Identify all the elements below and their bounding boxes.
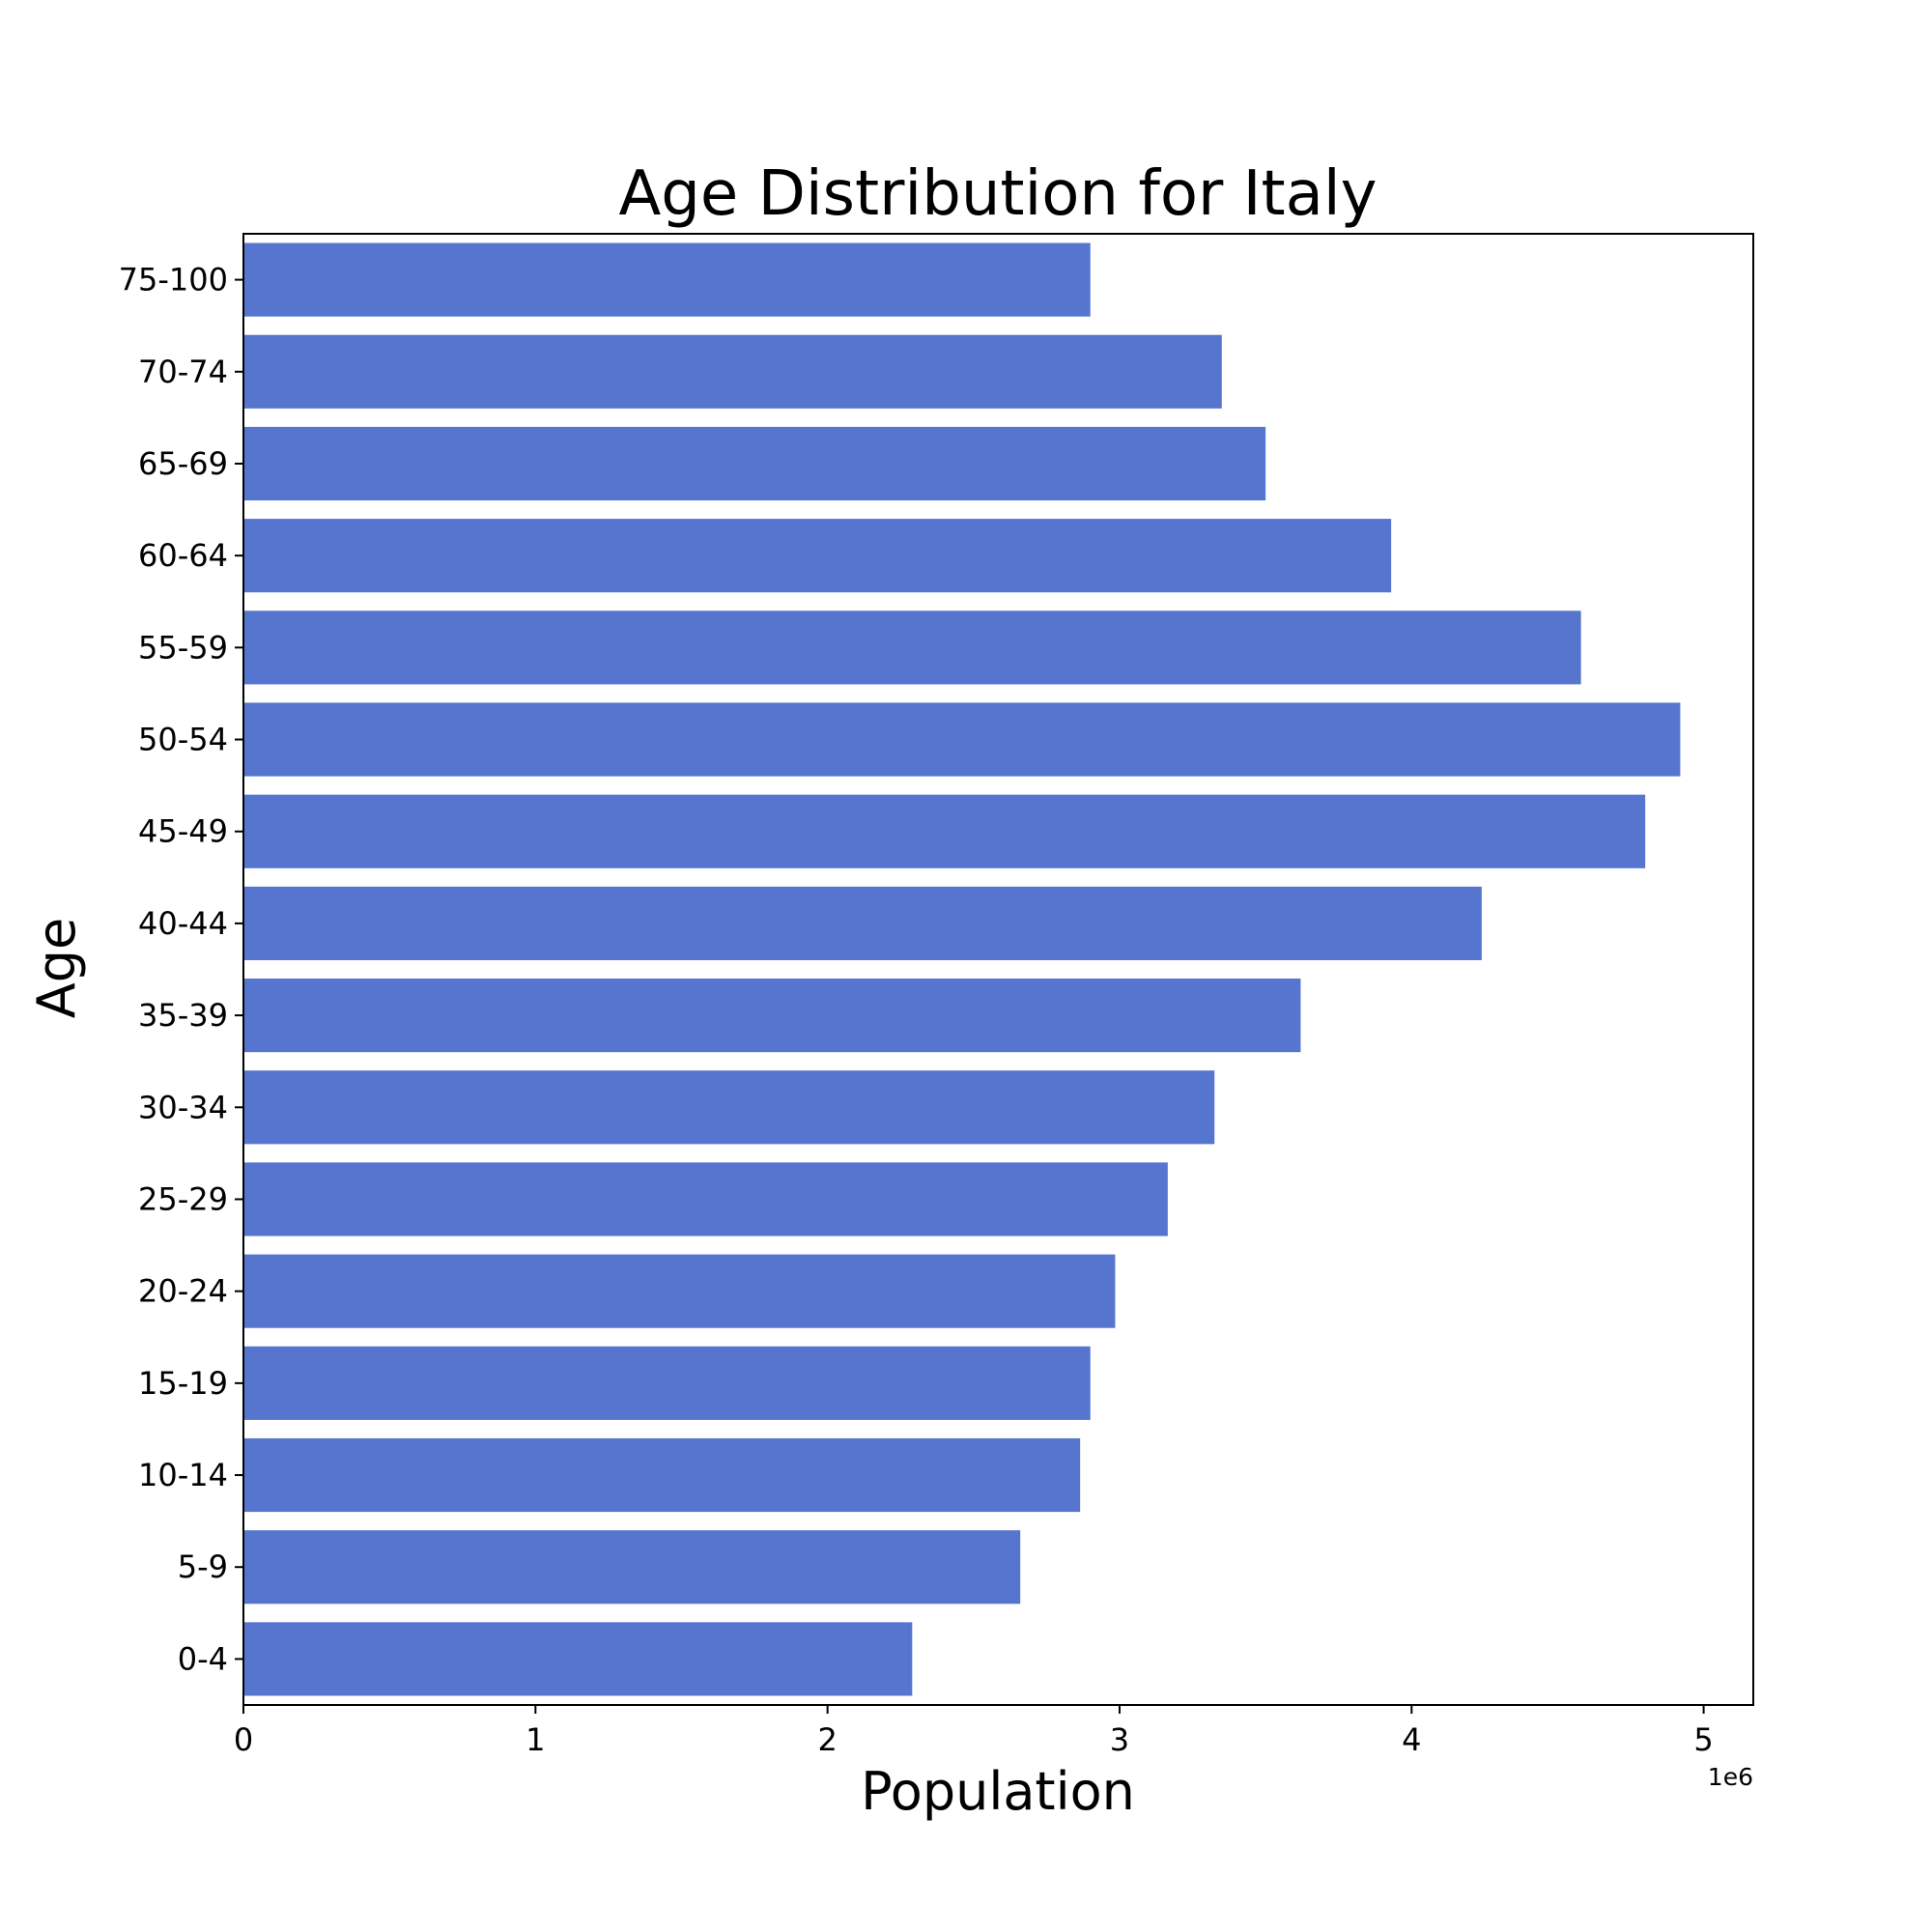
y-tick-label-25-29: 25-29 [138, 1180, 228, 1217]
bar-45-49 [243, 794, 1646, 868]
bar-75-100 [243, 242, 1091, 317]
bar-5-9 [243, 1530, 1021, 1605]
y-axis: 0-4 5-9 10-14 15-19 20-24 25-29 30-34 35-39 40-4… [119, 262, 243, 1677]
x-tick-label-0: 0 [234, 1721, 253, 1758]
y-tick-label-45-49: 45-49 [138, 813, 228, 850]
bar-55-59 [243, 611, 1581, 685]
y-tick-label-15-19: 15-19 [138, 1365, 228, 1402]
y-tick-label-55-59: 55-59 [138, 629, 228, 666]
y-tick-label-0-4: 0-4 [178, 1640, 228, 1677]
x-tick-label-1: 1 [526, 1721, 545, 1758]
y-tick-label-30-34: 30-34 [138, 1089, 228, 1125]
y-tick-label-60-64: 60-64 [138, 537, 228, 574]
bar-15-19 [243, 1346, 1091, 1420]
bar-35-39 [243, 979, 1301, 1053]
x-tick-label-4: 4 [1402, 1721, 1421, 1758]
y-tick-label-10-14: 10-14 [138, 1457, 228, 1493]
bar-40-44 [243, 886, 1482, 960]
y-tick-label-75-100: 75-100 [119, 262, 228, 298]
y-tick-label-5-9: 5-9 [178, 1548, 228, 1585]
bar-10-14 [243, 1437, 1081, 1513]
y-tick-label-40-44: 40-44 [138, 905, 228, 942]
y-tick-label-65-69: 65-69 [138, 445, 228, 482]
bar-20-24 [243, 1254, 1116, 1328]
bar-30-34 [243, 1070, 1215, 1145]
bar-0-4 [243, 1622, 913, 1696]
bar-60-64 [243, 519, 1392, 593]
bars-group [243, 242, 1681, 1696]
bar-50-54 [243, 702, 1681, 777]
y-tick-label-20-24: 20-24 [138, 1273, 228, 1310]
x-tick-label-5: 5 [1693, 1721, 1713, 1758]
chart-title: Age Distribution for Italy [618, 158, 1377, 230]
y-tick-label-70-74: 70-74 [138, 354, 228, 390]
y-tick-label-35-39: 35-39 [138, 997, 228, 1034]
x-tick-label-2: 2 [817, 1721, 837, 1758]
x-axis-label: Population [861, 1761, 1135, 1822]
bar-25-29 [243, 1162, 1168, 1236]
x-axis: 0 1 2 3 4 5 [234, 1705, 1714, 1758]
x-axis-offset-label: 1e6 [1708, 1763, 1753, 1791]
plot-frame [242, 233, 1754, 1706]
x-tick-label-3: 3 [1110, 1721, 1129, 1758]
bar-65-69 [243, 426, 1266, 501]
bar-70-74 [243, 334, 1222, 409]
y-axis-label: Age [26, 918, 87, 1018]
y-tick-label-50-54: 50-54 [138, 722, 228, 758]
